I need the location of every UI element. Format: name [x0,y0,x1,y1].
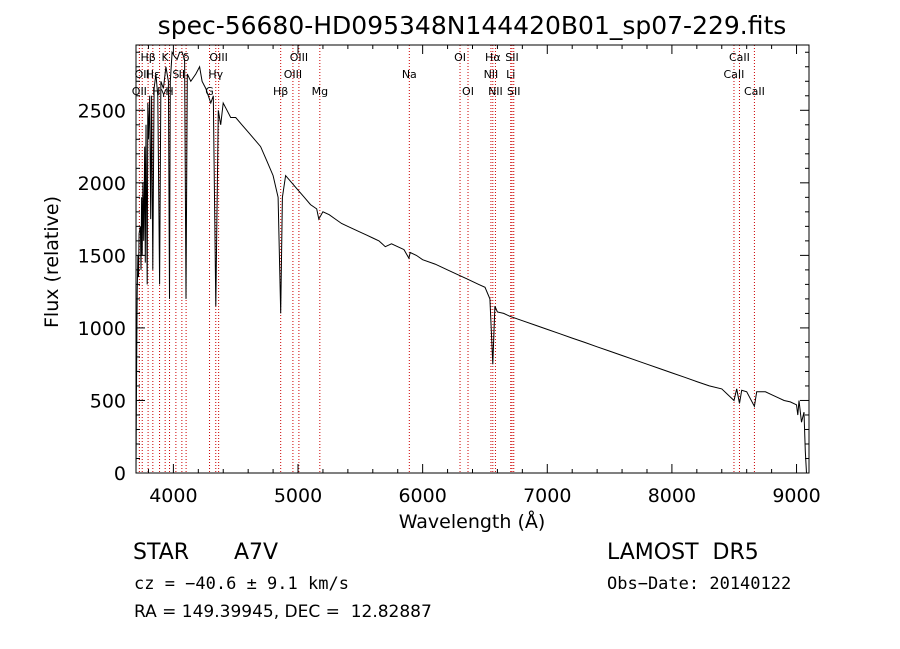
x-axis-label: Wavelength (Å) [399,510,546,533]
x-tick-label: 6000 [398,485,446,507]
line-label: Hα [485,51,501,64]
spectrum-line [135,50,807,474]
plot-frame [135,44,810,474]
y-tick-label: 500 [90,390,126,412]
redshift-readout: cz = −40.6 ± 9.1 km/s [134,574,349,594]
line-label: δ [183,51,190,64]
y-tick-label: 0 [114,463,126,485]
line-label: Hγ [208,68,223,81]
x-tick-label: 8000 [648,485,696,507]
obs-date: Obs−Date: 20140122 [607,574,792,594]
spectral-subclass: A7V [234,540,279,565]
x-tick-label: 9000 [772,485,820,507]
line-label: OI [454,51,466,64]
line-label: S [172,68,179,81]
line-label: OII [135,68,150,81]
y-axis-label: Flux (relative) [41,196,63,328]
x-tick-label: 7000 [523,485,571,507]
survey-label: LAMOST DR5 [607,540,759,565]
line-label: Mg [312,85,328,98]
line-label: Li [506,68,515,81]
line-label: OI [462,85,474,98]
y-tick-label: 1500 [78,245,126,267]
y-tick-label: 1000 [78,318,126,340]
line-label: OIII [284,68,302,81]
line-label: SII [505,51,518,64]
line-label: CaII [724,68,745,81]
y-tick-label: 2000 [78,173,126,195]
line-label: NII [484,68,499,81]
line-label: G [205,85,214,98]
line-label: OIII [290,51,308,64]
line-label: Hε [146,68,160,81]
line-label: Hβ [273,85,288,98]
chart-title: spec-56680-HD095348N144420B01_sp07-229.f… [158,11,787,40]
line-label: H [165,85,173,98]
line-label: CaII [744,85,765,98]
line-label: Na [402,68,417,81]
spectral-line-markers [138,45,755,473]
line-label: SII [507,85,520,98]
x-tick-label: 4000 [149,485,197,507]
object-class: STAR [133,540,190,565]
line-label: K [162,51,170,64]
line-label: OIII [209,51,227,64]
line-label: CaII [729,51,750,64]
x-axis-ticks: 4000 5000 6000 7000 8000 9000 [147,45,821,507]
line-label: NII [488,85,503,98]
coordinates: RA = 149.39945, DEC = 12.82887 [134,602,432,622]
line-label: II [179,68,186,81]
x-tick-label: 5000 [274,485,322,507]
y-tick-label: 2500 [78,100,126,122]
line-label: Hβ [140,51,155,64]
y-axis-ticks: 0 500 1000 1500 2000 2500 [78,51,809,485]
